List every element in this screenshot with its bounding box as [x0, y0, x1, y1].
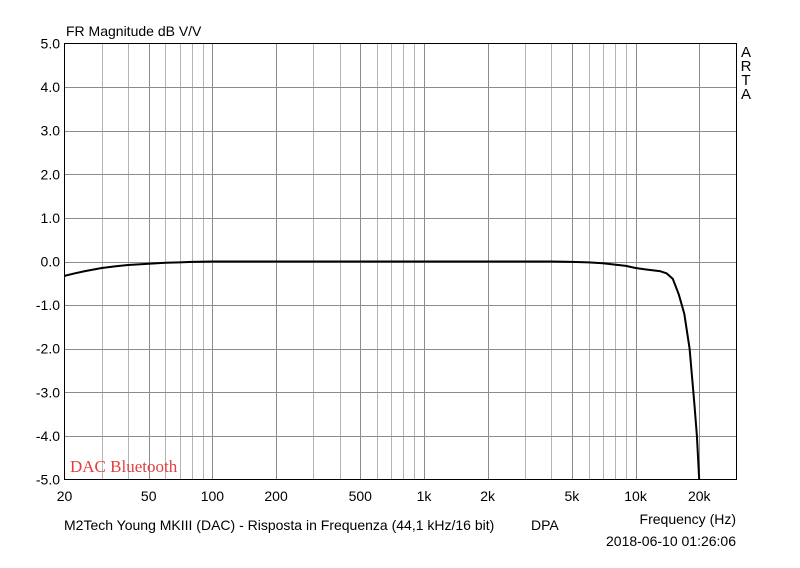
y-tick-label: 0.0 — [41, 254, 61, 270]
y-tick-label: 1.0 — [41, 210, 61, 226]
annotation-label: DAC Bluetooth — [70, 457, 178, 476]
plot-frame — [64, 43, 737, 480]
x-tick-label: 2k — [480, 488, 496, 504]
y-tick-label: -1.0 — [36, 297, 60, 313]
x-tick-label: 1k — [417, 488, 433, 504]
y-tick-label: -4.0 — [36, 428, 60, 444]
series-line — [64, 260, 701, 480]
y-tick-labels: 5.0 4.0 3.0 2.0 1.0 0.0 -1.0 -2.0 -3.0 -4.0 -5.0 — [36, 36, 60, 488]
footer-timestamp: 2018-06-10 01:26:06 — [606, 533, 736, 549]
x-tick-label: 500 — [349, 488, 373, 504]
footer-description: M2Tech Young MKIII (DAC) - Risposta in F… — [64, 517, 494, 533]
footer-mode: DPA — [531, 517, 559, 533]
y-tick-label: 2.0 — [41, 166, 61, 182]
x-tick-labels: 20 50 100 200 500 1k 2k 5k 10k 20k — [57, 488, 712, 504]
brand-letter: A — [741, 44, 751, 61]
y-tick-label: -5.0 — [36, 472, 60, 488]
chart-title: FR Magnitude dB V/V — [66, 23, 202, 39]
x-tick-label: 10k — [624, 488, 648, 504]
y-tick-label: 4.0 — [41, 79, 61, 95]
brand-letter: T — [741, 72, 750, 89]
brand-letter: A — [741, 86, 751, 103]
series-layer — [64, 260, 701, 480]
x-tick-label: 20 — [57, 488, 73, 504]
x-axis-label: Frequency (Hz) — [640, 511, 736, 527]
y-tick-label: -2.0 — [36, 341, 60, 357]
y-tick-label: -3.0 — [36, 384, 60, 400]
x-tick-label: 20k — [688, 488, 712, 504]
y-tick-label: 3.0 — [41, 123, 61, 139]
x-tick-label: 100 — [201, 488, 225, 504]
y-tick-label: 5.0 — [41, 36, 61, 52]
x-tick-label: 200 — [264, 488, 288, 504]
x-tick-label: 5k — [564, 488, 580, 504]
x-tick-label: 50 — [141, 488, 157, 504]
brand-letter: R — [741, 58, 752, 75]
